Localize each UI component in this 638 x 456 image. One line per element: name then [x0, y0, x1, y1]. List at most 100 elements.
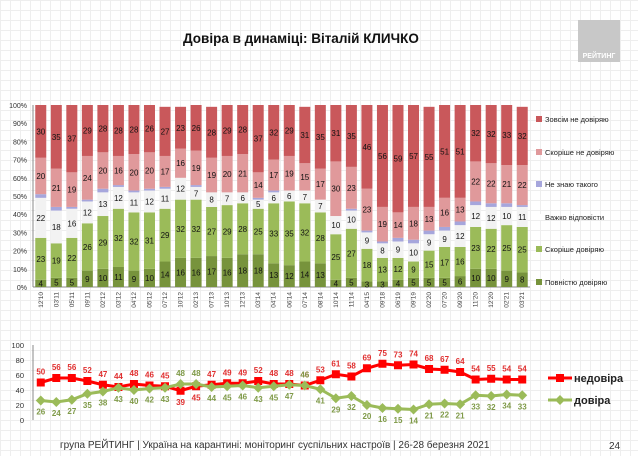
bar-segment — [485, 206, 497, 229]
legend-label: недовіра — [574, 373, 624, 385]
bar-segment — [97, 105, 109, 153]
data-label: 14 — [409, 417, 418, 426]
x-tick-label: 12'10 — [38, 292, 45, 308]
bar-segment — [423, 277, 435, 287]
bar-value-label: 57 — [409, 152, 418, 161]
bar-value-label: 12 — [394, 265, 403, 274]
x-tick-label: 07'13 — [209, 292, 216, 308]
bar-segment — [268, 105, 280, 160]
bar-segment — [268, 159, 280, 191]
x-tick-label: 05'11 — [69, 292, 76, 308]
bar-value-label: 56 — [378, 152, 387, 161]
bar-segment — [408, 243, 420, 262]
bar-value-label: 28 — [207, 128, 216, 137]
data-label: 48 — [130, 369, 139, 378]
bar-value-label: 21 — [238, 169, 247, 178]
bar-value-label: 11 — [161, 195, 170, 204]
bar-segment — [470, 161, 482, 202]
legend-label: Важко відповісти — [545, 213, 604, 222]
data-label: 43 — [114, 395, 123, 404]
bar-value-label: 59 — [394, 155, 403, 164]
bar-value-label: 46 — [362, 143, 371, 152]
bar-value-label: 25 — [331, 253, 340, 262]
data-marker — [471, 375, 480, 384]
bar-segment — [50, 168, 62, 207]
x-tick-label: 02'13 — [193, 292, 200, 308]
bar-segment — [268, 263, 280, 287]
bar-segment — [516, 205, 528, 207]
data-marker — [237, 380, 248, 391]
bar-value-label: 8 — [209, 196, 214, 205]
bar-segment — [112, 155, 124, 186]
bar-value-label: 37 — [67, 135, 76, 144]
bar-segment — [392, 105, 404, 213]
bar-segment — [516, 226, 528, 273]
bar-value-label: 29 — [223, 126, 232, 135]
data-label: 48 — [269, 369, 278, 378]
y-tick-label: 70% — [13, 158, 27, 165]
bar-value-label: 27 — [347, 249, 356, 258]
bar-segment — [345, 208, 357, 211]
bar-segment — [392, 237, 404, 242]
bar-segment — [159, 186, 171, 189]
bar-value-label: 35 — [285, 229, 294, 238]
bar-segment — [237, 105, 249, 155]
bar-value-label: 29 — [285, 126, 294, 135]
bar-segment — [159, 188, 171, 209]
bar-segment — [252, 197, 264, 200]
bar-segment — [237, 154, 249, 193]
bar-value-label: 20 — [130, 168, 139, 177]
bar-segment — [439, 226, 451, 231]
data-marker — [82, 388, 93, 399]
data-label: 61 — [331, 359, 340, 368]
bar-segment — [423, 206, 435, 231]
bar-segment — [66, 105, 78, 173]
bar-value-label: 26 — [145, 125, 154, 134]
bar-value-label: 20 — [223, 170, 232, 179]
bar-value-label: 17 — [161, 167, 170, 176]
bar-value-label: 23 — [347, 184, 356, 193]
x-tick-label: 05'12 — [146, 292, 153, 308]
bar-segment — [143, 190, 155, 213]
bar-value-label: 32 — [176, 225, 185, 234]
data-label: 53 — [316, 365, 325, 374]
bar-value-label: 16 — [456, 258, 465, 267]
bar-value-label: 51 — [456, 147, 465, 156]
x-tick-label: 07'12 — [162, 292, 169, 308]
bar-segment — [501, 225, 513, 271]
bar-segment — [454, 221, 466, 226]
bar-value-label: 28 — [238, 126, 247, 135]
y-tick-label: 60 — [16, 371, 24, 380]
bar-value-label: 25 — [518, 246, 527, 255]
bar-value-label: 4 — [334, 279, 339, 288]
data-label: 56 — [67, 363, 76, 372]
data-marker — [347, 372, 356, 381]
data-label: 46 — [300, 371, 309, 380]
data-label: 32 — [487, 403, 496, 412]
bar-segment — [299, 261, 311, 287]
bar-value-label: 23 — [176, 124, 185, 133]
bar-segment — [439, 105, 451, 198]
data-label: 47 — [207, 370, 216, 379]
bar-segment — [408, 105, 420, 207]
data-label: 44 — [207, 394, 216, 403]
bar-segment — [299, 190, 311, 204]
x-tick-label: 07'20 — [442, 292, 449, 308]
bar-segment — [454, 276, 466, 287]
bar-segment — [408, 206, 420, 240]
bar-segment — [268, 203, 280, 264]
bar-segment — [392, 212, 404, 238]
bar-segment — [501, 206, 513, 226]
data-marker — [222, 381, 233, 392]
bar-value-label: 3 — [380, 280, 385, 289]
bar-value-label: 10 — [409, 248, 418, 257]
bar-segment — [283, 105, 295, 156]
bar-segment — [501, 203, 513, 207]
data-marker — [129, 380, 138, 388]
data-marker — [517, 390, 528, 401]
bar-value-label: 31 — [145, 237, 154, 246]
bar-segment — [501, 105, 513, 166]
x-tick-label: 03'21 — [519, 292, 526, 308]
bar-segment — [314, 263, 326, 287]
